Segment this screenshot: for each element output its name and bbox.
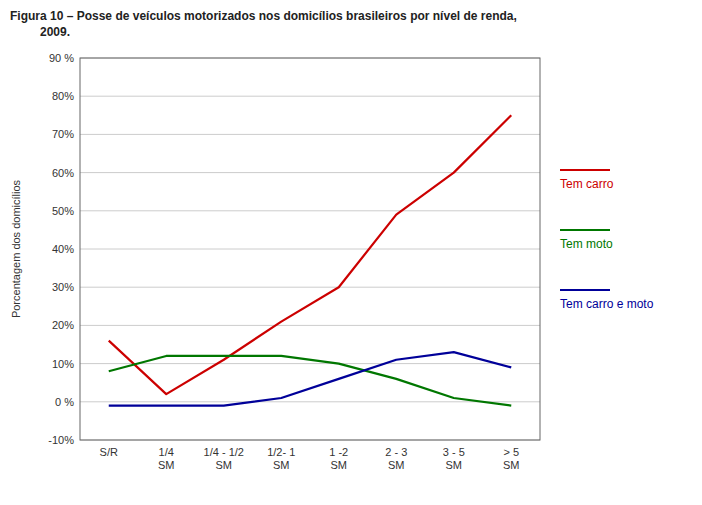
x-tick-label: 1 -2SM	[329, 446, 348, 471]
y-tick-label: 70%	[52, 128, 74, 140]
legend-label: Tem carro e moto	[560, 297, 654, 311]
grid-line	[80, 96, 540, 97]
x-tick-label: 1/2- 1SM	[267, 446, 295, 471]
x-tick-label: 1/4 - 1/2SM	[204, 446, 244, 471]
plot-area	[109, 115, 512, 405]
grid-line	[80, 134, 540, 135]
grid-line	[80, 249, 540, 250]
legend-swatch	[560, 289, 610, 291]
y-tick-label: 80%	[52, 90, 74, 102]
y-tick-label: 90 %	[49, 52, 74, 64]
x-tick-label: 3 - 5SM	[443, 446, 465, 471]
chart: Figura 10 – Posse de veículos motorizado…	[0, 0, 702, 505]
grid-line	[80, 287, 540, 288]
grid-line	[80, 363, 540, 364]
title: Figura 10 – Posse de veículos motorizado…	[10, 9, 517, 39]
x-tick-label: > 5SM	[503, 446, 520, 471]
grid-line	[80, 210, 540, 211]
y-tick-label: -10%	[48, 434, 74, 446]
grid-line	[80, 172, 540, 173]
y-axis-label: Porcentagem dos domicílios	[10, 179, 22, 318]
y-tick-label: 30%	[52, 281, 74, 293]
y-tick-label: 20%	[52, 319, 74, 331]
legend-label: Tem carro	[560, 177, 614, 191]
series-line	[109, 356, 512, 406]
plot-frame	[80, 58, 540, 440]
y-tick-label: 40%	[52, 243, 74, 255]
series-line	[109, 352, 512, 405]
grid-line	[80, 325, 540, 326]
grid-line	[80, 401, 540, 402]
y-tick-label: 50%	[52, 205, 74, 217]
legend-swatch	[560, 229, 610, 231]
legend-swatch	[560, 169, 610, 171]
y-tick-label: 10%	[52, 358, 74, 370]
x-tick-label: 2 - 3SM	[385, 446, 407, 471]
x-tick-label: S/R	[100, 446, 118, 458]
y-tick-label: 0 %	[55, 396, 74, 408]
x-tick-label: 1/4SM	[158, 446, 175, 471]
legend-label: Tem moto	[560, 237, 613, 251]
y-tick-label: 60%	[52, 167, 74, 179]
